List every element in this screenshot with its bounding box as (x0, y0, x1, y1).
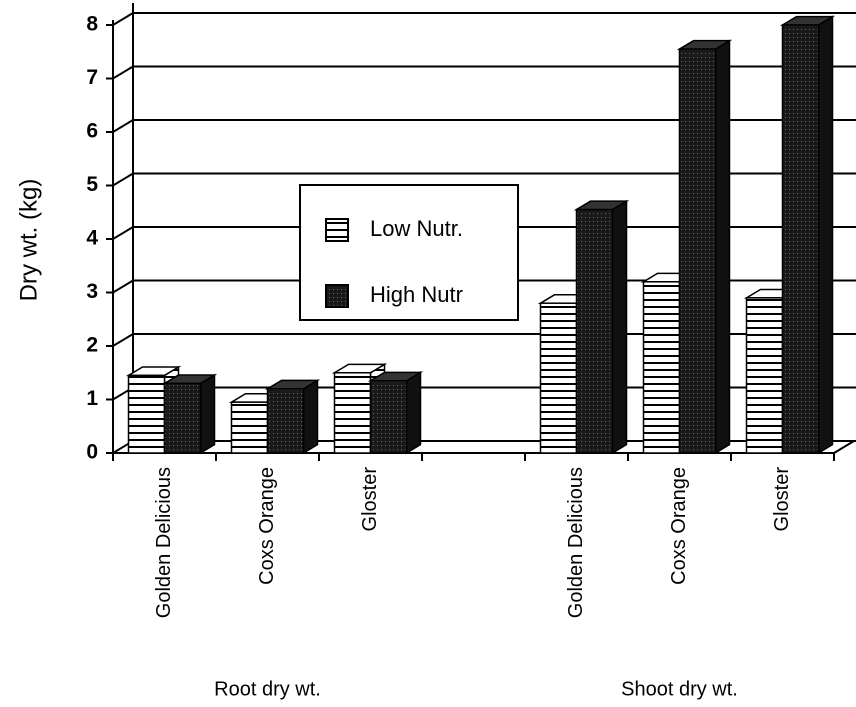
y-tick-label: 1 (86, 387, 98, 410)
bar (676, 39, 733, 455)
floor-edge (833, 440, 855, 454)
bar-side (714, 39, 731, 455)
grid-line (112, 386, 856, 401)
x-tick-label: Gloster (771, 467, 793, 532)
bar-front (266, 388, 305, 454)
bar-front (539, 302, 578, 454)
legend-label: High Nutr (370, 282, 463, 307)
y-tick-label: 6 (86, 120, 98, 143)
bar-side (817, 15, 834, 455)
y-tick-label: 4 (86, 227, 98, 250)
bar-front (127, 374, 166, 454)
y-tick-label: 8 (86, 13, 98, 36)
group-label: Root dry wt. (214, 678, 321, 700)
y-tick-label: 7 (86, 66, 98, 89)
bar-front (163, 382, 202, 454)
bar-side (302, 379, 319, 455)
grid-line (112, 12, 856, 26)
y-tick-label: 3 (86, 280, 98, 303)
bar-front (230, 401, 269, 454)
y-tick-label: 2 (86, 334, 98, 357)
x-tick-label: Gloster (359, 467, 381, 532)
legend-swatch (325, 284, 349, 308)
bar (779, 15, 836, 455)
bar (367, 371, 424, 455)
grid-line (112, 172, 856, 187)
bar-front (333, 372, 372, 454)
bar-front (642, 281, 681, 454)
grid-line (112, 65, 856, 80)
legend-swatch (325, 218, 349, 242)
bar (161, 373, 218, 455)
bar-front (575, 208, 614, 454)
grid-line (112, 440, 856, 454)
bar (264, 379, 321, 455)
bar-side (611, 199, 628, 455)
bar-side (405, 371, 422, 455)
y-tick-label: 5 (86, 173, 98, 196)
y-tick-label: 0 (86, 441, 98, 464)
bar-side (199, 373, 216, 455)
bar-front (745, 297, 784, 454)
grid-line (112, 333, 856, 347)
group-label: Shoot dry wt. (621, 678, 738, 700)
grid-line (112, 119, 856, 133)
x-tick-label: Golden Delicious (565, 467, 587, 618)
legend-label: Low Nutr. (370, 216, 463, 241)
x-tick-label: Coxs Orange (668, 467, 690, 585)
bar-front (781, 24, 820, 454)
bar (573, 199, 630, 455)
x-tick-label: Coxs Orange (256, 467, 278, 585)
legend: Low Nutr. High Nutr (299, 184, 519, 321)
y-axis-label: Dry wt. (kg) (15, 179, 42, 302)
bar-front (369, 380, 408, 454)
x-tick-label: Golden Delicious (153, 467, 175, 618)
bar-front (678, 48, 717, 454)
